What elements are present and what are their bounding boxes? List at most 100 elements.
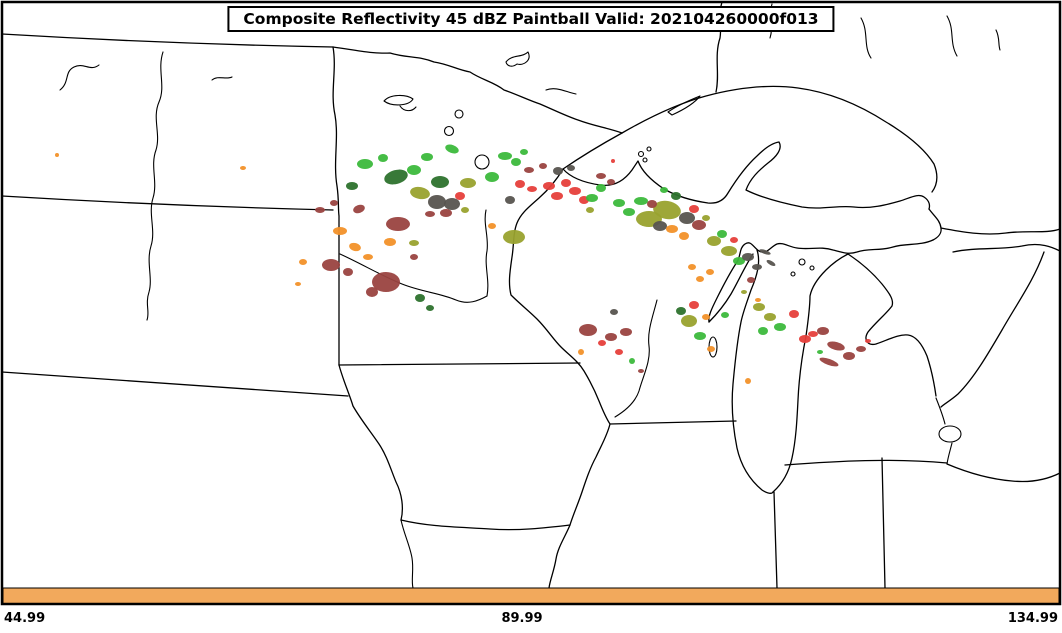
paintball-blob [721,312,729,318]
paintball-blob [799,335,811,343]
lake-michigan-west-shore [731,249,774,494]
paintball-blob [488,223,496,229]
paintball-blob [755,298,761,302]
paintball-blob [460,178,476,188]
border-minnesota-iowa [338,362,581,366]
paintball-blob [503,230,525,244]
paintball-blob [586,194,598,202]
missouri-river-dakotas [146,51,164,321]
paintball-blob [789,310,799,318]
st-croix-mississippi-river [508,168,611,589]
minnesota-river [339,253,488,303]
paintball-blob [444,198,460,210]
paintball-blob [586,207,594,213]
apostle-island-1 [637,150,645,158]
ontario-squiggle-2 [946,15,958,57]
paintball-blob [384,169,408,185]
paintball-blob [498,152,512,160]
paintball-blob [653,200,681,220]
lake-huron-michigan-shore [847,253,937,397]
paintball-blob [623,208,635,216]
x-tick-right: 134.99 [1008,611,1058,626]
paintball-blob [515,180,525,188]
paintball-blob [808,331,818,337]
paintball-blob [426,305,434,311]
paintball-blob [578,349,584,355]
paintball-blob [747,277,755,283]
isle-royale [667,95,701,116]
plot-frame [0,0,1062,606]
paintball-blob [819,357,839,367]
apostle-island-3 [642,157,648,163]
manitoulin-island [952,243,1061,253]
paintball-blob [384,238,396,246]
north-channel-shore [940,227,1061,235]
paintball-blob [407,165,421,175]
paintball-blob [689,205,699,213]
paintball-blob [567,165,575,171]
ontario-squiggle-1 [860,17,872,59]
paintball-blob [527,186,537,192]
wisconsin-river [614,299,658,418]
border-iowa-west [338,364,403,521]
paintball-blob [524,167,534,173]
paintball-blob [706,269,714,275]
paintball-blob [520,149,528,155]
paintball-blob [539,163,547,169]
paintball-blob [553,167,563,175]
paintball-blob [607,179,615,185]
colorbar [2,587,1060,605]
paintball-blob [511,158,521,166]
missouri-river-nebraska [400,519,414,589]
paintball-blob [561,179,571,187]
upper-peninsula-south-shore [736,239,934,263]
red-lake [383,94,414,106]
paintball-blob [295,282,301,286]
paintball-blob [676,307,686,315]
paintball-blob [629,358,635,364]
paintball-blob [865,339,871,343]
lake-superior-south-shore [562,141,931,210]
lake-huron-east-shore [940,251,1045,408]
apostle-island-2 [646,146,652,152]
border-michigan-south [784,459,948,466]
garden-island [809,265,815,271]
detroit-river [946,442,953,465]
border-iowa-missouri [400,519,571,531]
paintball-blob [696,276,704,282]
paintball-blob [372,272,400,292]
paintball-blob [596,173,606,179]
paintball-blob [410,186,430,200]
st-marys-river [928,208,942,241]
rainy-lake [545,88,577,95]
mille-lacs-lake [474,154,490,170]
basemap [1,1,1061,589]
paintball-blob [638,369,644,373]
paintball-blob [679,232,689,240]
border-nd-sd [1,195,334,211]
paintball-blob [679,212,695,224]
paintball-blob [386,217,410,231]
paintball-blob [363,254,373,260]
paintball-blob [461,207,469,213]
paintball-blob [745,378,751,384]
map-title-box: Composite Reflectivity 45 dBZ Paintball … [227,6,835,32]
paintball-blob [343,268,353,276]
beaver-island [798,258,806,266]
paintball-blob [605,333,617,341]
paintball-blob [764,313,776,321]
paintball-blob [415,294,425,302]
paintball-blob [707,236,721,246]
paintball-blob [596,184,606,192]
paintball-blob [543,182,555,190]
paintball-blob [409,240,419,246]
paintball-blob [721,246,737,256]
paintball-blob [653,221,667,231]
paintball-blob [620,328,632,336]
border-minnesota-west [332,46,340,366]
lake-winnibigoshish [454,109,464,119]
x-tick-center: 89.99 [501,611,542,626]
paintball-blob [817,327,829,335]
paintball-blob [505,196,515,204]
